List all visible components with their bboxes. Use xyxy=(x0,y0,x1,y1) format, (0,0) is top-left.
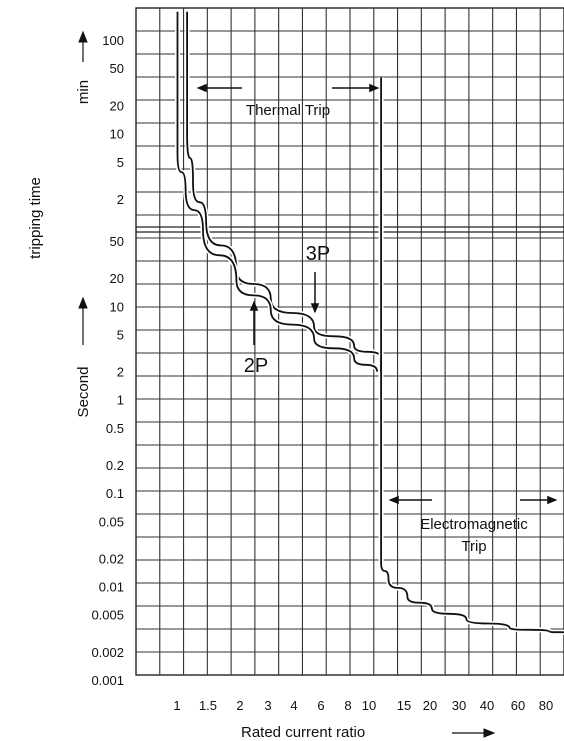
x-arrow-icon xyxy=(452,728,496,738)
y-tick-label-sec: 2 xyxy=(117,365,124,380)
y-tick-label-sec: 20 xyxy=(110,271,124,286)
x-tick-label: 15 xyxy=(397,698,411,713)
y-tick-label-sec: 5 xyxy=(117,327,124,342)
arrow-head xyxy=(388,495,399,505)
y-unit-second: Second xyxy=(75,367,92,418)
arrow-head xyxy=(369,83,380,93)
em-trip-label-line2: Trip xyxy=(461,538,486,555)
thermal-arrow-left-icon xyxy=(196,83,242,93)
x-tick-label: 2 xyxy=(236,698,243,713)
thermal-arrow-right-icon xyxy=(332,83,380,93)
arrow-head xyxy=(196,83,207,93)
x-tick-label: 3 xyxy=(264,698,271,713)
y-tick-label-min: 10 xyxy=(110,127,124,142)
em-arrow-left-icon xyxy=(388,495,432,505)
x-tick-label: 1 xyxy=(173,698,180,713)
y-tick-label-sec: 0.001 xyxy=(91,673,124,688)
x-tick-label: 10 xyxy=(362,698,376,713)
y-tick-label-min: 5 xyxy=(117,155,124,170)
arrow-head xyxy=(310,303,320,314)
curves xyxy=(175,11,564,635)
label-2p: 2P xyxy=(244,355,268,377)
x-tick-label: 1.5 xyxy=(199,698,217,713)
y-arrow-min-icon xyxy=(78,30,88,62)
label-3p: 3P xyxy=(306,243,330,265)
curve-electromagnetic xyxy=(380,77,564,634)
arrow-head xyxy=(547,495,558,505)
y-tick-label-min: 100 xyxy=(102,33,124,48)
y-tick-label-min: 2 xyxy=(117,192,124,207)
em-arrow-right-icon xyxy=(520,495,558,505)
arrow-head xyxy=(249,300,259,311)
arrow-3p-icon xyxy=(310,272,320,314)
y-unit-min: min xyxy=(75,80,92,104)
y-tick-label-sec: 0.1 xyxy=(106,486,124,501)
y-tick-label-sec: 1 xyxy=(117,393,124,408)
y-tick-label-sec: 0.01 xyxy=(99,580,124,595)
x-tick-label: 30 xyxy=(452,698,466,713)
y-tick-label-sec: 10 xyxy=(110,299,124,314)
y-tick-label-sec: 0.05 xyxy=(99,514,124,529)
x-tick-label: 40 xyxy=(480,698,494,713)
y-arrow-second-icon xyxy=(78,296,88,345)
x-tick-label: 4 xyxy=(290,698,297,713)
x-tick-label: 80 xyxy=(539,698,553,713)
x-tick-label: 8 xyxy=(344,698,351,713)
y-axis-title: tripping time xyxy=(27,177,44,259)
x-axis-title: Rated current ratio xyxy=(241,724,365,741)
x-tick-label: 60 xyxy=(511,698,525,713)
x-tick-label: 6 xyxy=(317,698,324,713)
y-tick-label-sec: 50 xyxy=(110,234,124,249)
y-tick-label-sec: 0.02 xyxy=(99,551,124,566)
y-tick-label-sec: 0.002 xyxy=(91,645,124,660)
arrow-2p-icon xyxy=(249,300,259,345)
annotations: Thermal Trip 3P 2P Electromagnetic Trip xyxy=(196,83,558,555)
x-tick-label: 20 xyxy=(423,698,437,713)
y-tick-label-sec: 0.5 xyxy=(106,421,124,436)
y-tick-label-sec: 0.2 xyxy=(106,458,124,473)
y-tick-label-min: 50 xyxy=(110,61,124,76)
curve-2p xyxy=(176,11,378,372)
thermal-trip-label: Thermal Trip xyxy=(246,102,330,119)
y-tick-label-min: 20 xyxy=(110,98,124,113)
curve-3p xyxy=(186,11,382,359)
y-tick-label-sec: 0.005 xyxy=(91,608,124,623)
em-trip-label-line1: Electromagnetic xyxy=(420,516,528,533)
tick-labels: 1 1.5 2 3 4 6 8 10 15 20 30 40 60 8010050201052502010… xyxy=(91,33,553,713)
